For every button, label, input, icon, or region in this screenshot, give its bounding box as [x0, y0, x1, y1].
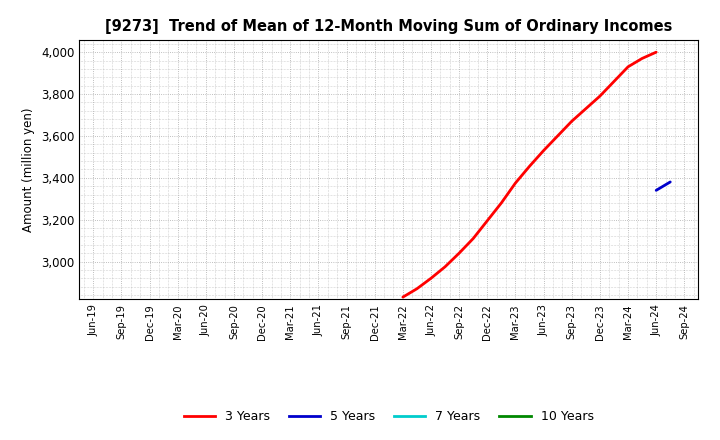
Legend: 3 Years, 5 Years, 7 Years, 10 Years: 3 Years, 5 Years, 7 Years, 10 Years [179, 405, 598, 428]
Title: [9273]  Trend of Mean of 12-Month Moving Sum of Ordinary Incomes: [9273] Trend of Mean of 12-Month Moving … [105, 19, 672, 34]
Y-axis label: Amount (million yen): Amount (million yen) [22, 107, 35, 231]
